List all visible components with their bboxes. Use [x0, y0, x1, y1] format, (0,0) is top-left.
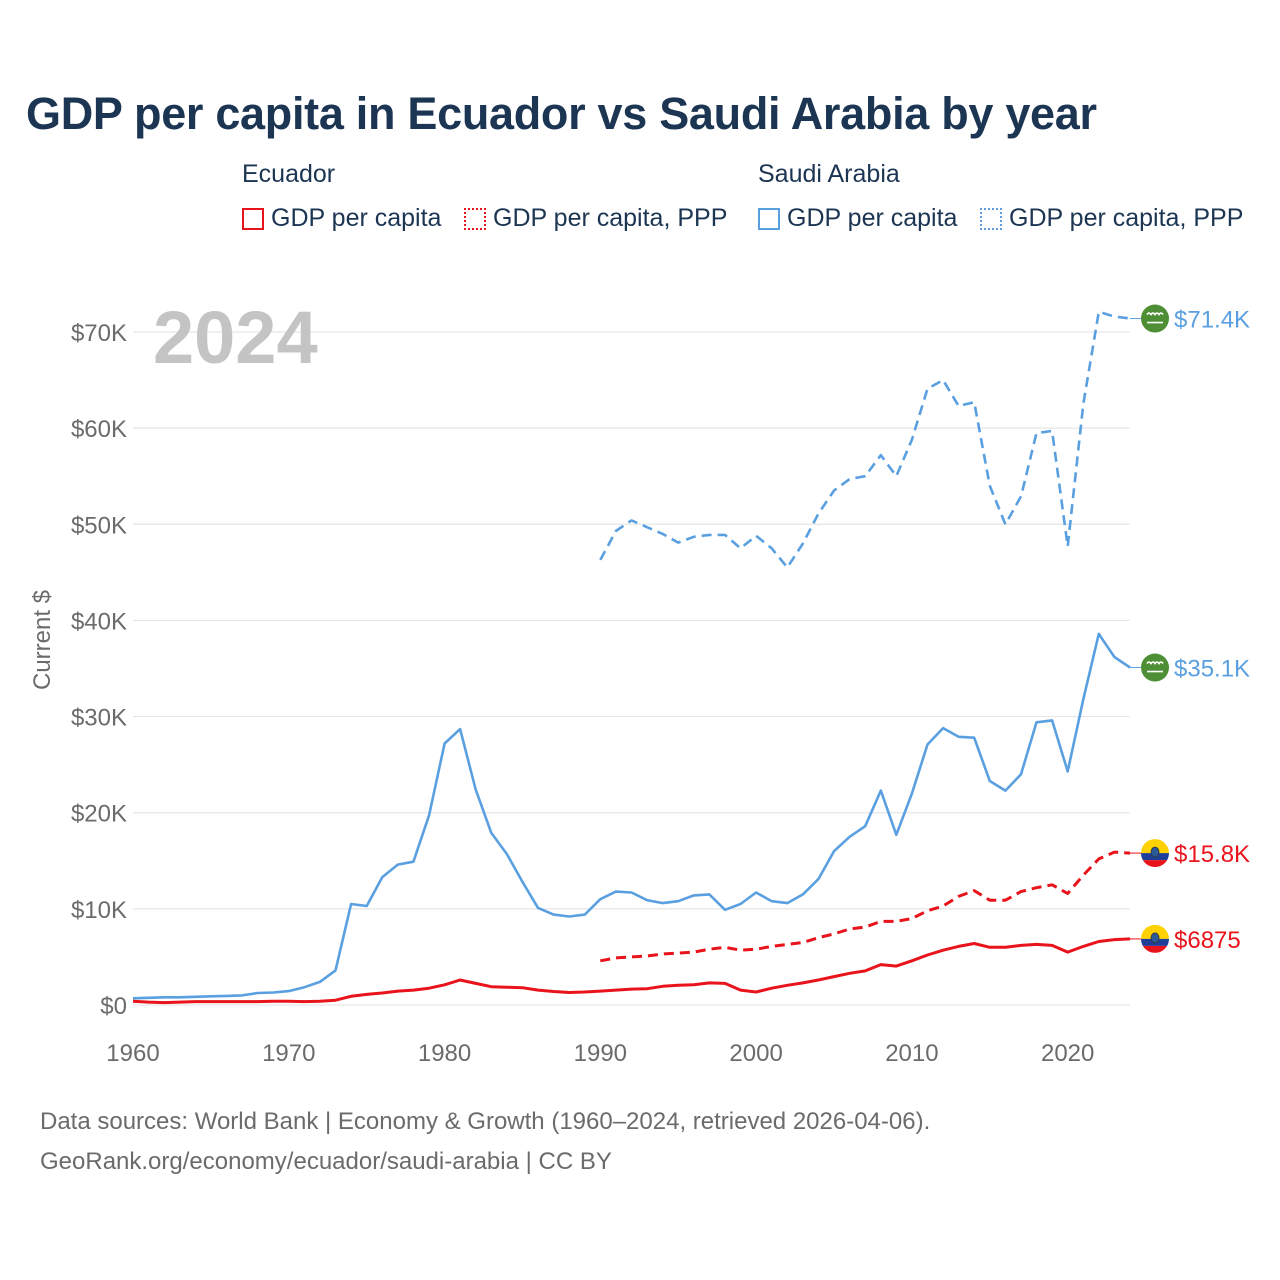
end-value-label: $35.1K: [1174, 656, 1250, 683]
ecuador-flag-icon: [1141, 924, 1169, 953]
legend-label: GDP per capita: [787, 204, 958, 232]
series-line-0[interactable]: [599, 310, 1131, 569]
end-value-label: $15.8K: [1174, 841, 1250, 868]
end-value-label: $71.4K: [1174, 307, 1250, 334]
x-tick-label: 2020: [1041, 1040, 1094, 1067]
x-tick-label: 1970: [262, 1040, 315, 1067]
legend-item-ecuador-gdp-ppp[interactable]: GDP per capita, PPP: [464, 204, 727, 233]
series-line-2[interactable]: [600, 850, 1131, 963]
x-tick-label: 1990: [574, 1040, 627, 1067]
x-tick-label: 2000: [729, 1040, 782, 1067]
y-tick-label: $50K: [71, 512, 127, 539]
legend-swatch-solid: [758, 207, 780, 230]
legend-label: GDP per capita: [271, 204, 442, 232]
chart-title: GDP per capita in Ecuador vs Saudi Arabi…: [26, 88, 1097, 139]
legend-item-ecuador-gdp[interactable]: GDP per capita: [242, 204, 441, 233]
line-chart: $0 $10K $20K $30K $40K $50K $60K $70K 1960 1970 19…: [29, 296, 1250, 1067]
legend-swatch-dotted: [980, 207, 1002, 230]
x-tick-label: 1980: [418, 1040, 471, 1067]
x-tick-label: 1960: [106, 1040, 159, 1067]
legend-group-saudi-arabia: Saudi Arabia: [758, 160, 900, 188]
y-tick-label: $40K: [71, 608, 127, 635]
ecuador-flag-icon: [1141, 839, 1169, 868]
x-tick-label: 2010: [885, 1040, 938, 1067]
footer-sources: Data sources: World Bank | Economy & Gro…: [40, 1108, 931, 1135]
saudi-flag-icon: [1141, 304, 1169, 333]
end-value-label: $6875: [1174, 927, 1241, 954]
legend-item-saudi-gdp-ppp[interactable]: GDP per capita, PPP: [980, 204, 1243, 233]
legend-group-ecuador: Ecuador: [242, 160, 336, 188]
legend-swatch-dotted: [464, 207, 486, 230]
year-watermark: 2024: [153, 296, 318, 379]
y-tick-label: $60K: [71, 416, 127, 443]
saudi-flag-icon: [1141, 653, 1169, 682]
series-line-3[interactable]: [132, 937, 1131, 1005]
y-tick-label: $0: [100, 993, 127, 1020]
legend-swatch-solid: [242, 207, 264, 230]
legend-item-saudi-gdp[interactable]: GDP per capita: [758, 204, 957, 233]
y-tick-label: $30K: [71, 705, 127, 732]
y-tick-label: $20K: [71, 801, 127, 828]
footer-attribution[interactable]: GeoRank.org/economy/ecuador/saudi-arabia…: [40, 1148, 612, 1175]
y-tick-label: $10K: [71, 897, 127, 924]
series-line-1[interactable]: [132, 632, 1131, 1000]
y-axis-label: Current $: [29, 590, 56, 690]
legend-label: GDP per capita, PPP: [493, 204, 728, 232]
legend-label: GDP per capita, PPP: [1009, 204, 1244, 232]
y-tick-label: $70K: [71, 320, 127, 347]
